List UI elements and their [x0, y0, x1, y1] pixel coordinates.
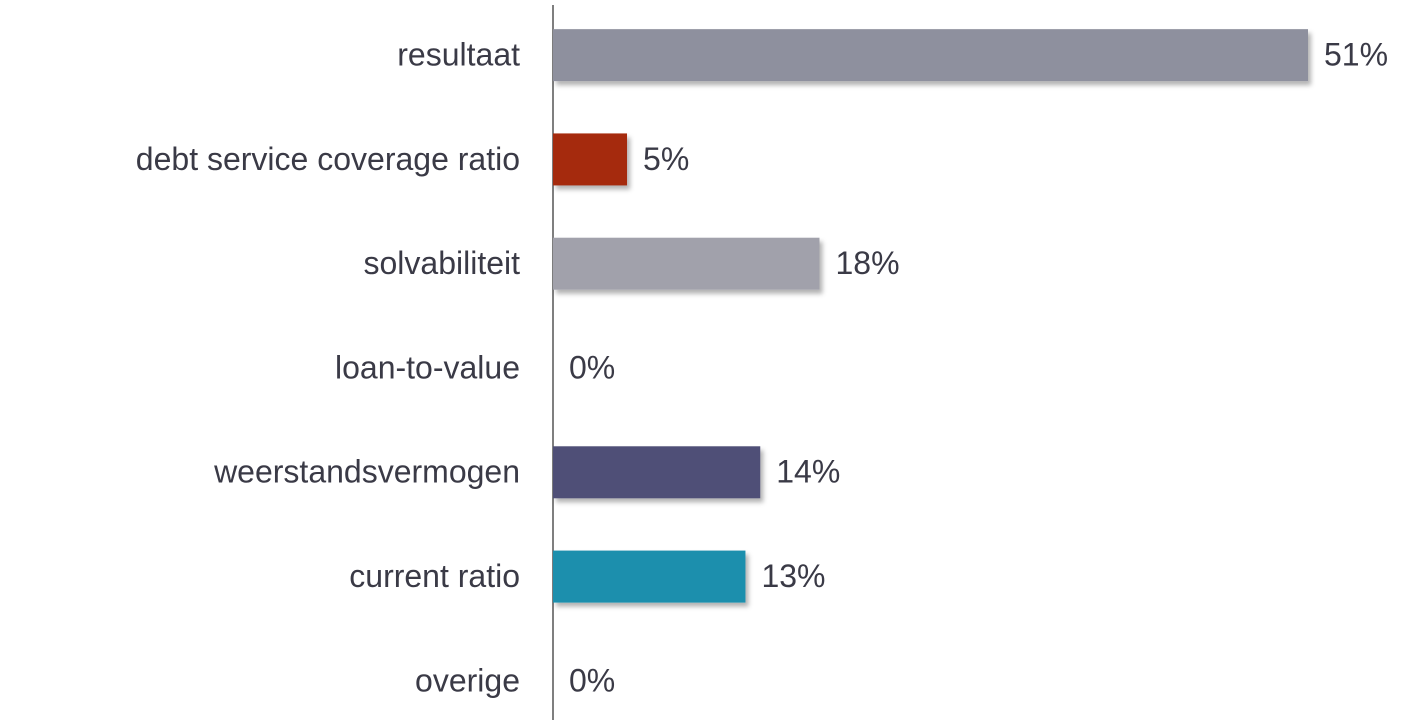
category-label: resultaat: [397, 37, 520, 73]
category-label: overige: [415, 662, 520, 698]
value-label: 0%: [569, 662, 615, 698]
value-label: 14%: [776, 454, 840, 490]
category-label: debt service coverage ratio: [136, 141, 520, 177]
value-label: 0%: [569, 349, 615, 385]
value-label: 18%: [835, 245, 899, 281]
value-label: 13%: [761, 558, 825, 594]
bar: [553, 133, 628, 186]
bar: [553, 237, 820, 290]
category-label: loan-to-value: [335, 349, 520, 385]
value-label: 5%: [643, 141, 689, 177]
category-label: solvabiliteit: [363, 245, 520, 281]
bar: [553, 29, 1308, 82]
category-label: current ratio: [349, 558, 520, 594]
bar: [553, 550, 746, 603]
value-label: 51%: [1324, 37, 1388, 73]
bar: [553, 446, 761, 499]
category-label: weerstandsvermogen: [213, 454, 520, 490]
